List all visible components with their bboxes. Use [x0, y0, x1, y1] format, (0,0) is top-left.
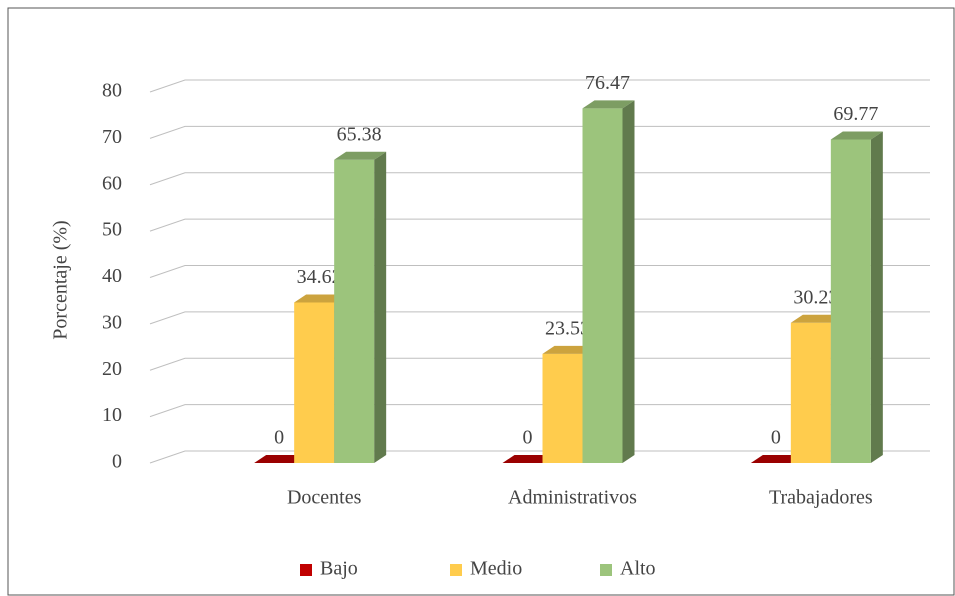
y-axis-label: Porcentaje (%) [50, 220, 72, 339]
grid-line [149, 172, 930, 186]
bar-front [582, 108, 623, 464]
bar [830, 131, 883, 463]
x-tick-label: Docentes [287, 487, 362, 509]
data-label: 0 [771, 427, 781, 449]
grid-line [149, 404, 930, 418]
bar [334, 151, 387, 464]
y-tick-label: 50 [102, 219, 122, 241]
data-label: 76.47 [585, 72, 630, 94]
legend-swatch [450, 564, 462, 576]
frame [7, 7, 955, 596]
bar-front [790, 322, 831, 463]
legend-label: Alto [620, 558, 656, 580]
bar [750, 455, 803, 463]
data-label: 69.77 [833, 103, 878, 125]
bar-top [502, 455, 555, 463]
data-label: 30.23 [793, 286, 838, 308]
legend-swatch [600, 564, 612, 576]
y-tick-label: 10 [102, 404, 122, 426]
data-label: 0 [274, 427, 284, 449]
y-tick-label: 0 [112, 451, 122, 473]
bar-top [582, 100, 635, 109]
y-tick-label: 20 [102, 358, 122, 380]
bar-top [830, 131, 883, 140]
bar [254, 455, 307, 463]
grid-line [149, 265, 930, 278]
bar [582, 100, 635, 464]
data-label: 34.62 [297, 266, 342, 288]
y-tick-label: 30 [102, 311, 122, 333]
bar-front [334, 159, 375, 464]
bar-side [622, 100, 635, 464]
bar-side [374, 151, 387, 464]
legend-swatch [300, 564, 312, 576]
grid-line [149, 357, 930, 371]
y-tick-label: 60 [102, 172, 122, 194]
grid-line [149, 311, 930, 325]
bar-top [254, 455, 307, 463]
bar-top [334, 151, 387, 160]
grid-line [149, 218, 930, 232]
bar-top [542, 345, 595, 354]
bar-side [870, 131, 883, 463]
grid-line [149, 125, 930, 139]
y-tick-label: 80 [102, 80, 122, 102]
grid-line [149, 79, 930, 93]
data-label: 0 [523, 427, 533, 449]
grid-line [149, 450, 930, 464]
data-label: 65.38 [337, 123, 382, 145]
bar-top [294, 294, 347, 303]
y-tick-label: 40 [102, 265, 122, 287]
legend-label: Medio [470, 558, 522, 580]
bar [502, 455, 555, 463]
bar-front [830, 139, 871, 463]
legend-label: Bajo [320, 558, 358, 580]
bar-front [542, 353, 583, 463]
x-tick-label: Trabajadores [769, 487, 873, 509]
bar-front [294, 302, 335, 463]
bar-top [750, 455, 803, 463]
y-tick-label: 70 [102, 126, 122, 148]
data-label: 23.53 [545, 317, 590, 339]
x-tick-label: Administrativos [508, 487, 637, 509]
bar-top [790, 314, 843, 323]
